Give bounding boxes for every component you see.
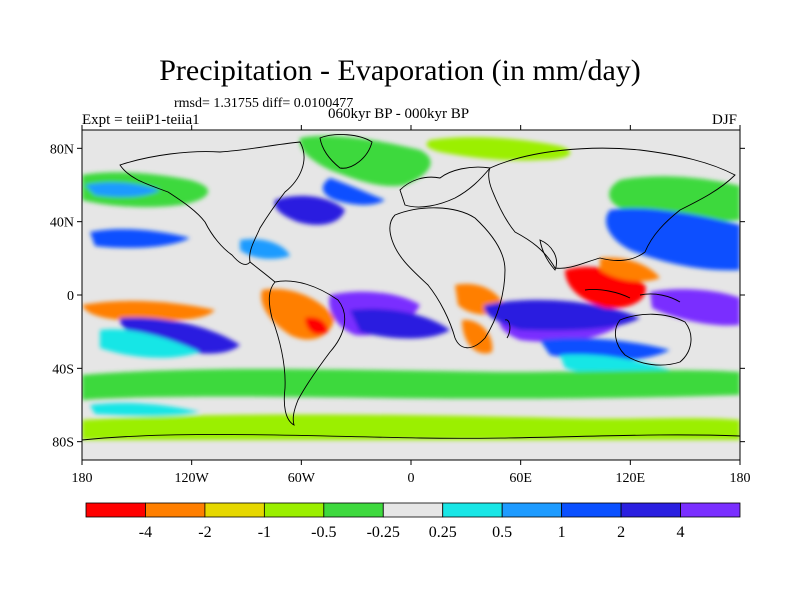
colorbar-swatch [204,502,265,518]
coast-australia [614,313,692,366]
coast-madagascar [504,319,511,339]
field-blue-north-atlantic [322,178,385,205]
colorbar-label: -1 [258,524,271,541]
latitude-axis: 80N 40N 0 40S 80S [50,142,745,451]
field-blue-south-atlantic [350,308,450,339]
field-green-north-atlantic [299,135,431,187]
season-label: DJF [712,112,738,128]
map-panel [82,130,740,460]
lat-tick-label: 40N [50,216,74,231]
coast-greenland [319,134,373,169]
lon-tick-label: 0 [408,471,415,486]
lat-tick-label: 0 [67,289,74,304]
lon-tick-label: 120W [175,471,210,486]
field-blue-south-pacific [119,317,240,354]
period-label: 060kyr BP - 000kyr BP [328,106,470,122]
field-blue-central-pacific [90,229,190,248]
colorbar-label: 0.25 [429,524,457,541]
lon-tick-label: 120E [616,471,646,486]
lat-tick-label: 40S [52,362,74,377]
coast-india [539,239,557,271]
colorbar-swatch [442,502,503,518]
field-cyan-antarctic-pacific [90,402,200,416]
lon-tick-label: 60W [288,471,316,486]
figure-title: Precipitation - Evaporation (in mm/day) [159,54,641,87]
field-red-amazon [305,317,328,335]
colorbar-label: -4 [139,524,152,541]
coastlines [82,134,740,441]
coast-central-america [249,261,276,283]
colorbar-swatch [323,502,384,518]
field-green-southern-ocean [82,368,740,400]
colorbar: -4 -2 -1 -0.5 -0.25 0.25 0.5 1 2 4 [85,502,741,541]
lon-tick-label: 180 [72,471,93,486]
colorbar-swatch [680,502,741,518]
colorbar-label: -2 [198,524,211,541]
colorbar-label: -0.5 [311,524,336,541]
coast-indonesia [584,289,681,303]
coast-africa [389,207,506,349]
coast-north-america [119,141,305,265]
field-cyan-north-pacific [85,182,160,197]
field-cyan-south-pacific [100,329,200,358]
pe-field [82,135,740,440]
longitude-axis: 180 120W 60W 0 60E 120E 180 [72,125,751,486]
lat-tick-label: 80N [50,142,74,157]
colorbar-swatch [263,502,325,518]
coast-asia [488,147,736,269]
field-blue-indian-ocean [484,299,640,331]
experiment-label: Expt = teiiP1-teiia1 [82,112,200,128]
field-green-antarctic [82,414,740,440]
field-orange-equatorial-pacific [82,300,215,321]
lat-tick-label: 80S [52,436,74,451]
colorbar-swatch [501,502,563,518]
colorbar-label: 4 [677,524,685,541]
colorbar-swatch [620,502,681,518]
lon-tick-label: 60E [509,471,532,486]
colorbar-label: 2 [617,524,625,541]
field-blue-west-atlantic [274,195,345,225]
colorbar-label: -0.25 [367,524,400,541]
colorbar-swatch [85,502,146,518]
colorbar-label: 1 [558,524,566,541]
colorbar-swatch [145,502,206,518]
coast-south-america [268,280,346,426]
coast-antarctica [82,433,740,441]
lon-tick-label: 180 [730,471,751,486]
stats-line: rmsd= 1.31755 diff= 0.0100477 [174,96,354,111]
colorbar-swatch [382,502,444,518]
field-orange-maritime-continent [600,257,660,282]
field-orange-south-africa [462,319,493,354]
colorbar-label: 0.5 [492,524,512,541]
field-blue-nw-pacific [606,208,740,271]
colorbar-swatch [561,502,622,518]
